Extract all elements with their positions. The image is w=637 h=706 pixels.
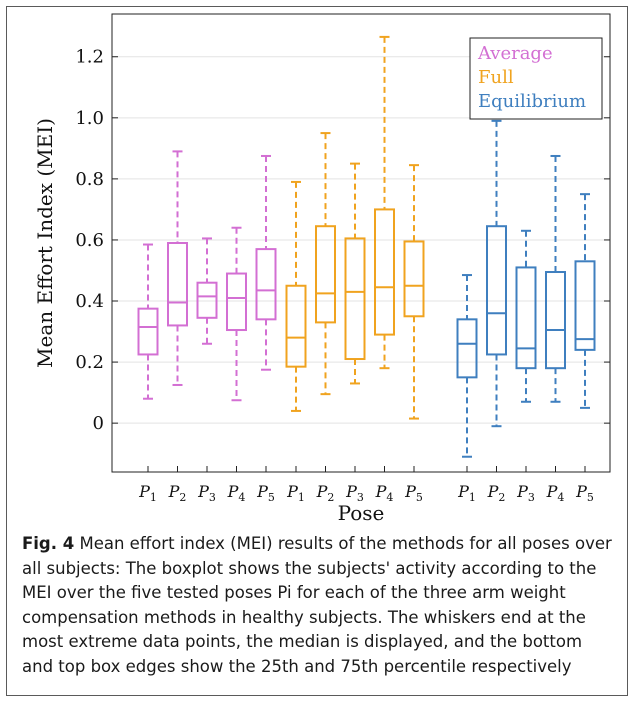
x-tick-label: P2 (487, 482, 506, 504)
box-iqr (167, 242, 188, 327)
y-tick-label: 1.2 (75, 47, 104, 68)
box-average-p1 (137, 243, 159, 400)
legend-entry-average: Average (477, 43, 553, 64)
box-full-p1 (285, 180, 307, 412)
x-axis-label: Pose (338, 501, 385, 525)
box-iqr (515, 266, 537, 370)
box-average-p4 (226, 226, 247, 402)
series-equilibrium (456, 119, 596, 458)
box-average-p3 (196, 237, 218, 345)
box-iqr (255, 248, 277, 321)
box-iqr (486, 225, 507, 356)
y-tick-label: 0.2 (75, 352, 104, 373)
y-tick-label: 0 (93, 413, 104, 434)
x-tick-label: P3 (197, 482, 216, 504)
y-axis-ticks: 0 0.2 0.4 0.6 0.8 1.0 1.2 (75, 47, 610, 434)
box-series-layer (137, 35, 596, 458)
caption-figure-label: Fig. 4 (22, 534, 75, 553)
legend: Average Full Equilibrium (469, 37, 603, 120)
boxplot-chart: 0 0.2 0.4 0.6 0.8 1.0 1.2 P1 P2 P3 P4 P5 P1 P2 P3 P4 P5… (33, 13, 611, 525)
legend-box (469, 37, 603, 120)
figure-frame (6, 6, 628, 696)
box-full-p3 (344, 162, 366, 385)
x-tick-label: P2 (316, 482, 335, 504)
legend-entry-equilibrium: Equilibrium (478, 91, 586, 112)
box-iqr (374, 208, 395, 336)
y-axis-label: Mean Effort Index (MEI) (33, 118, 57, 368)
box-average-p2 (167, 150, 188, 386)
box-iqr (545, 271, 566, 370)
box-iqr (574, 260, 596, 351)
plot-area-border (111, 13, 611, 473)
x-tick-label: P5 (404, 482, 423, 504)
x-tick-label: P4 (227, 482, 246, 504)
series-full (285, 35, 425, 420)
box-full-p4 (374, 35, 395, 370)
x-tick-label: P1 (286, 482, 305, 504)
box-equilibrium-p4 (545, 154, 566, 403)
y-tick-label: 1.0 (75, 108, 104, 129)
y-tick-label: 0.8 (75, 169, 104, 190)
x-tick-label: P5 (256, 482, 275, 504)
x-tick-label: P2 (168, 482, 187, 504)
box-iqr (226, 272, 247, 332)
box-iqr (285, 284, 307, 368)
x-tick-label: P3 (516, 482, 535, 504)
y-tick-label: 0.6 (75, 230, 104, 251)
legend-entry-full: Full (478, 67, 514, 88)
box-full-p5 (403, 164, 425, 420)
caption-text: Mean effort index (MEI) results of the m… (22, 534, 612, 676)
box-iqr (315, 225, 336, 324)
box-iqr (196, 281, 218, 319)
figure-caption: Fig. 4 Mean effort index (MEI) results o… (22, 532, 618, 679)
x-tick-label: P1 (138, 482, 157, 504)
box-average-p5 (255, 154, 277, 371)
box-iqr (344, 237, 366, 361)
x-tick-label: P4 (546, 482, 565, 504)
box-iqr (403, 240, 425, 318)
x-tick-label: P1 (457, 482, 476, 504)
box-equilibrium-p3 (515, 229, 537, 403)
box-iqr (456, 318, 478, 379)
box-iqr (137, 307, 159, 356)
series-average (137, 150, 277, 402)
box-equilibrium-p5 (574, 193, 596, 409)
box-equilibrium-p1 (456, 274, 478, 458)
y-tick-label: 0.4 (75, 291, 104, 312)
box-full-p2 (315, 132, 336, 396)
x-tick-label: P5 (575, 482, 594, 504)
box-equilibrium-p2 (486, 119, 507, 428)
